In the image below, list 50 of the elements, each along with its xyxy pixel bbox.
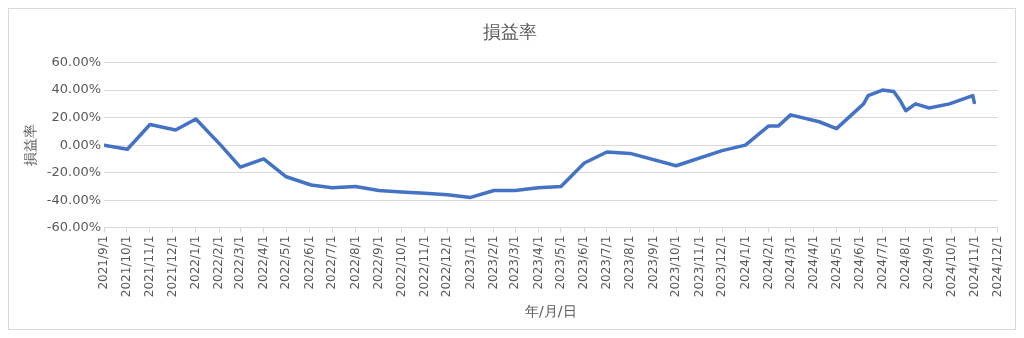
x-tick-label: 2022/12/1 bbox=[439, 235, 454, 298]
y-tick-label: -60.00% bbox=[46, 219, 102, 235]
x-tick-label: 2022/4/1 bbox=[255, 235, 270, 290]
y-axis-title: 損益率 bbox=[22, 124, 39, 167]
x-tick-label: 2023/12/1 bbox=[714, 235, 729, 298]
y-tick-label: -40.00% bbox=[46, 191, 102, 207]
x-tick-label: 2022/10/1 bbox=[393, 235, 408, 298]
y-tick-label: 0.00% bbox=[59, 136, 102, 152]
x-tick-label: 2022/11/1 bbox=[416, 235, 431, 298]
x-tick-label: 2023/7/1 bbox=[599, 235, 614, 290]
x-tick-label: 2022/7/1 bbox=[324, 235, 339, 290]
x-tick-label: 2024/3/1 bbox=[782, 235, 797, 290]
x-tick-label: 2024/4/1 bbox=[806, 235, 821, 290]
x-tick-label: 2023/1/1 bbox=[462, 235, 477, 290]
x-tick-label: 2022/9/1 bbox=[370, 235, 385, 290]
chart-title: 損益率 bbox=[483, 21, 537, 43]
y-tick-label: 40.00% bbox=[51, 81, 102, 97]
x-tick-label: 2023/3/1 bbox=[507, 235, 522, 290]
x-tick-label: 2024/6/1 bbox=[851, 235, 866, 290]
y-tick-label: -20.00% bbox=[46, 164, 102, 180]
x-tick-label: 2023/10/1 bbox=[668, 235, 683, 298]
x-tick-label: 2021/9/1 bbox=[96, 235, 111, 290]
x-tick-label: 2021/10/1 bbox=[118, 235, 133, 298]
x-tick-label: 2023/6/1 bbox=[576, 235, 591, 290]
y-tick-label: 60.00% bbox=[51, 53, 102, 69]
x-tick-label: 2023/9/1 bbox=[645, 235, 660, 290]
x-tick-label: 2022/8/1 bbox=[347, 235, 362, 290]
x-tick-label: 2023/5/1 bbox=[553, 235, 568, 290]
x-tick-label: 2024/5/1 bbox=[828, 235, 843, 290]
x-tick-label: 2023/4/1 bbox=[530, 235, 545, 290]
x-tick-label: 2022/3/1 bbox=[232, 235, 247, 290]
x-tick-label: 2024/1/1 bbox=[737, 235, 752, 290]
x-axis-title: 年/月/日 bbox=[525, 303, 577, 320]
x-tick-label: 2024/7/1 bbox=[874, 235, 889, 290]
x-tick-label: 2023/11/1 bbox=[691, 235, 706, 298]
x-tick-label: 2022/2/1 bbox=[211, 235, 226, 290]
y-tick-label: 20.00% bbox=[51, 109, 102, 124]
x-tick-label: 2022/6/1 bbox=[301, 235, 316, 290]
x-tick-label: 2024/9/1 bbox=[921, 235, 936, 290]
x-tick-label: 2024/11/1 bbox=[967, 235, 982, 298]
x-tick-label: 2024/10/1 bbox=[943, 235, 958, 298]
x-tick-label: 2023/8/1 bbox=[622, 235, 637, 290]
x-tick-label: 2021/12/1 bbox=[164, 235, 179, 298]
x-tick-label: 2021/11/1 bbox=[142, 235, 157, 298]
x-tick-label: 2022/1/1 bbox=[188, 235, 203, 290]
x-tick-label: 2024/8/1 bbox=[897, 235, 912, 290]
x-tick-label: 2022/5/1 bbox=[278, 235, 293, 290]
x-tick-label: 2023/2/1 bbox=[486, 235, 501, 290]
x-tick-label: 2024/12/1 bbox=[989, 235, 1004, 298]
x-tick-label: 2024/2/1 bbox=[760, 235, 775, 290]
